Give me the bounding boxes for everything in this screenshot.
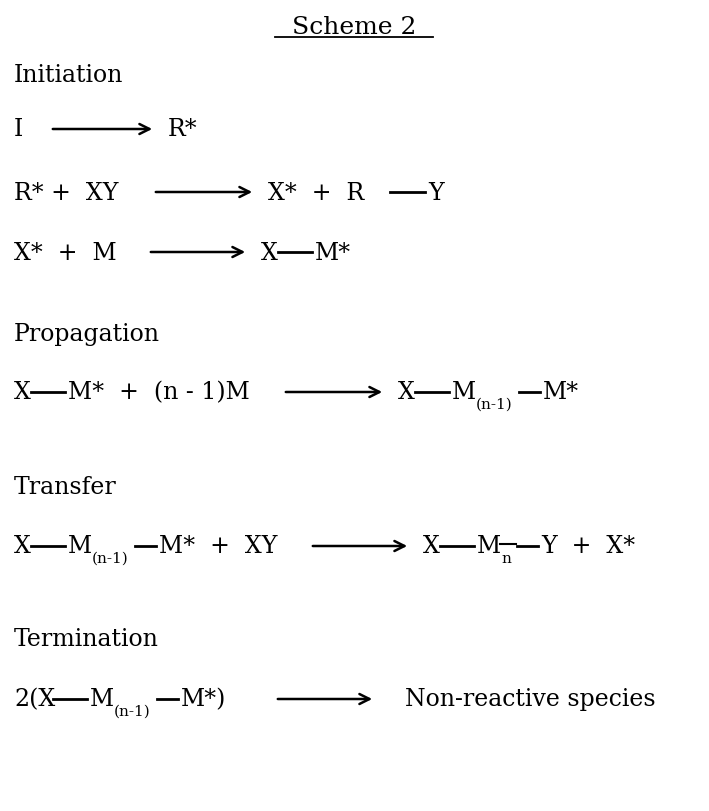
Text: 2(X: 2(X [14,688,55,710]
Text: M: M [68,534,92,558]
Text: (n-1): (n-1) [476,397,513,411]
Text: X: X [423,534,440,558]
Text: M: M [90,688,114,710]
Text: Termination: Termination [14,628,159,650]
Text: Scheme 2: Scheme 2 [292,16,416,40]
Text: Y  +  X*: Y + X* [541,534,635,558]
Text: M*: M* [543,381,579,404]
Text: Initiation: Initiation [14,64,123,88]
Text: I: I [14,118,23,141]
Text: (n-1): (n-1) [114,704,151,718]
Text: X: X [14,534,31,558]
Text: M*: M* [315,241,351,264]
Text: n: n [501,551,511,565]
Text: M: M [452,381,476,404]
Text: Y: Y [428,182,444,204]
Text: X: X [261,241,278,264]
Text: R* +  XY: R* + XY [14,182,118,204]
Text: X: X [14,381,31,404]
Text: R*: R* [168,118,198,141]
Text: X*  +  M: X* + M [14,241,117,264]
Text: M: M [477,534,501,558]
Text: (n-1): (n-1) [92,551,129,565]
Text: M*): M*) [181,688,226,710]
Text: X: X [398,381,415,404]
Text: M*  +  (n - 1)M: M* + (n - 1)M [68,381,250,404]
Text: M*  +  XY: M* + XY [159,534,277,558]
Text: X*  +  R: X* + R [268,182,364,204]
Text: Propagation: Propagation [14,323,160,346]
Text: Non-reactive species: Non-reactive species [405,688,656,710]
Text: Transfer: Transfer [14,476,117,499]
